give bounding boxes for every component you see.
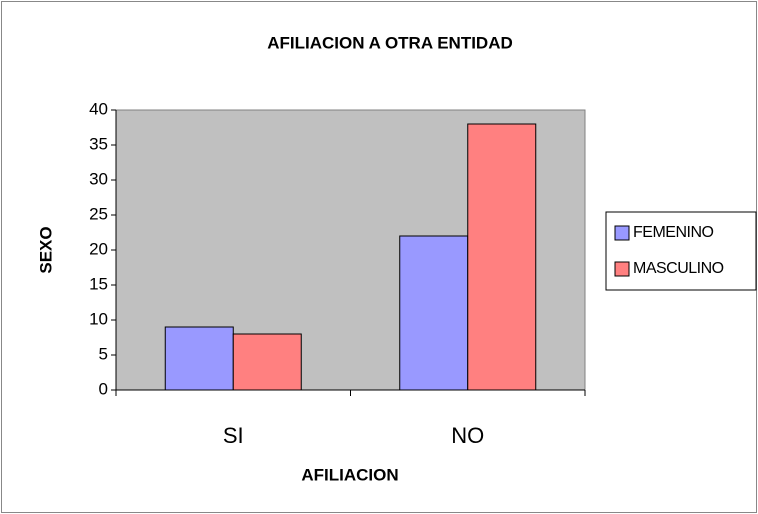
y-tick-label: 15 (89, 274, 108, 293)
y-tick-label: 25 (89, 204, 108, 223)
x-tick-label: SI (223, 423, 244, 448)
bar (164, 326, 234, 391)
y-tick-label: 0 (99, 379, 108, 398)
legend-swatch (614, 261, 630, 277)
x-axis-label: AFILIACION (301, 465, 398, 484)
legend-label: FEMENINO (633, 224, 714, 241)
y-tick-label: 30 (89, 169, 108, 188)
x-tick-label: NO (451, 423, 484, 448)
bar (232, 333, 302, 391)
y-tick-label: 5 (99, 344, 108, 363)
y-tick-label: 10 (89, 309, 108, 328)
y-tick-label: 20 (89, 239, 108, 258)
bar (399, 235, 469, 391)
y-tick-label: 35 (89, 134, 108, 153)
legend-swatch (614, 225, 630, 241)
legend (605, 211, 757, 291)
y-tick-label: 40 (89, 99, 108, 118)
legend-label: MASCULINO (633, 260, 724, 277)
y-axis-label: SEXO (36, 226, 55, 273)
chart-title: AFILIACION A OTRA ENTIDAD (267, 33, 513, 52)
bar (467, 123, 537, 391)
